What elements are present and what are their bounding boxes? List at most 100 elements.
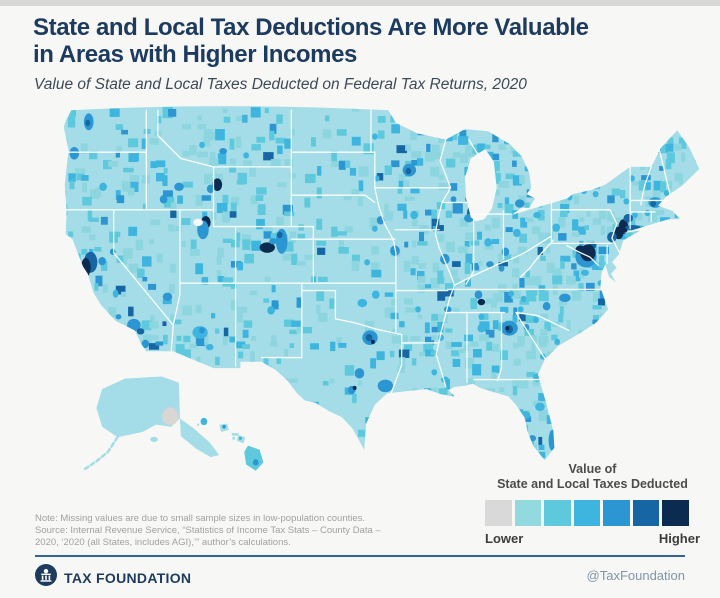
missing-data-blob — [162, 407, 179, 426]
metro-lexington — [498, 265, 505, 272]
metro-raleigh — [559, 293, 571, 303]
metro-sun-valley — [174, 182, 184, 191]
metro-augusta — [523, 324, 530, 331]
legend: Value of State and Local Taxes Deducted … — [485, 462, 700, 546]
metro-orange-county — [136, 328, 145, 335]
metro-rochester — [581, 187, 587, 195]
metro-scottsdale — [199, 327, 205, 334]
metro-williamson-tn — [477, 298, 486, 306]
metro-huntsville — [478, 313, 485, 320]
metro-dfw-core — [365, 334, 373, 342]
metro-las-vegas — [162, 292, 173, 302]
metro-baton-rouge — [431, 369, 438, 376]
metro-greenville-sc — [517, 306, 524, 313]
metro-portland-me — [663, 189, 670, 197]
legend-swatch-4 — [603, 500, 630, 526]
legend-swatch-3 — [573, 500, 600, 526]
metro-denver-front-range — [275, 228, 288, 254]
metro-missoula — [199, 141, 205, 149]
metro-columbia-sc — [533, 316, 539, 324]
metro-tampa — [520, 411, 531, 420]
metro-syracuse — [592, 190, 599, 198]
metro-nashville — [474, 290, 483, 299]
metro-minneapolis-core — [405, 167, 412, 175]
legend-lower-label: Lower — [485, 531, 524, 546]
capitol-building-icon — [35, 564, 57, 591]
metro-albuquerque — [267, 306, 275, 315]
twitter-handle[interactable]: @TaxFoundation — [586, 568, 685, 583]
metro-providence — [644, 209, 651, 217]
metro-tulsa — [371, 290, 380, 299]
metro-indianapolis — [484, 238, 492, 247]
alaska-inset — [96, 376, 180, 438]
title-line-2: in Areas with Higher Incomes — [33, 41, 357, 68]
metro-lincoln — [371, 225, 378, 232]
brand-logo-group: TAX FOUNDATION — [35, 564, 191, 591]
metro-portland-or — [69, 146, 80, 160]
us-county-choropleth-map — [58, 104, 706, 476]
metro-knoxville — [508, 290, 514, 297]
metro-aspen-vail — [259, 242, 275, 253]
metro-hartford — [632, 211, 638, 219]
legend-swatch-5 — [632, 500, 659, 526]
hawaii-inset — [197, 417, 264, 471]
note-and-source: Note: Missing values are due to small sa… — [35, 513, 381, 548]
metro-charlotte — [542, 302, 551, 311]
page-subtitle: Value of State and Local Taxes Deducted … — [34, 76, 527, 93]
metro-billings — [243, 152, 250, 159]
metro-wichita — [364, 259, 370, 266]
metro-boulder — [276, 231, 283, 239]
metro-boise — [159, 195, 168, 204]
metro-san-diego — [141, 339, 150, 349]
metro-richmond — [581, 269, 589, 276]
metro-santa-barbara — [115, 314, 122, 320]
metro-little-rock — [415, 306, 421, 313]
metro-santa-fe — [273, 302, 279, 309]
metro-houston — [377, 379, 394, 393]
metro-fresno — [112, 289, 119, 298]
metro-jacksonville — [533, 373, 541, 382]
metro-sa-dot — [352, 385, 357, 391]
metro-buffalo — [566, 194, 573, 201]
metro-bozeman — [219, 148, 227, 155]
metro-naples — [528, 435, 537, 442]
metro-okc — [357, 298, 368, 308]
metro-tucson — [205, 343, 214, 351]
brand-name: TAX FOUNDATION — [64, 569, 192, 586]
metro-boston-core — [650, 200, 657, 207]
metro-columbus — [513, 228, 521, 238]
metro-asheville — [520, 295, 527, 303]
metro-dfw-dot — [370, 339, 375, 344]
metro-atlanta-dot — [505, 326, 510, 331]
legend-title: Value of State and Local Taxes Deducted — [497, 462, 688, 491]
legend-swatch-6 — [662, 500, 689, 526]
legend-higher-label: Higher — [658, 531, 700, 546]
metro-jackson-hole — [212, 178, 223, 191]
metro-eagle — [269, 238, 277, 245]
top-border-strip — [0, 0, 720, 6]
metro-madison — [450, 196, 457, 203]
metro-virginia-beach — [597, 280, 606, 287]
metro-louisville — [486, 261, 494, 268]
metro-teton-idaho — [206, 184, 215, 194]
metro-miami — [548, 429, 557, 451]
metro-westchester — [623, 214, 634, 223]
metro-cleveland — [533, 211, 541, 219]
page-title: State and Local Tax Deductions Are More … — [33, 14, 693, 68]
metro-orlando — [535, 402, 545, 412]
metro-detroit — [514, 199, 525, 208]
metro-birmingham — [477, 324, 486, 333]
footer: TAX FOUNDATION @TaxFoundation — [35, 564, 685, 590]
metro-pittsburgh — [552, 223, 561, 232]
metro-seattle-core — [85, 119, 91, 127]
footer-divider — [35, 555, 685, 557]
metro-fargo — [371, 133, 378, 140]
legend-color-scale — [485, 500, 700, 526]
legend-swatch-1 — [514, 500, 541, 526]
title-line-1: State and Local Tax Deductions Are More … — [33, 14, 589, 41]
metro-austin — [354, 368, 365, 379]
metro-des-moines — [410, 210, 418, 220]
metro-bend — [99, 182, 107, 191]
metro-cincinnati — [501, 247, 510, 256]
metro-long-island — [625, 225, 641, 231]
